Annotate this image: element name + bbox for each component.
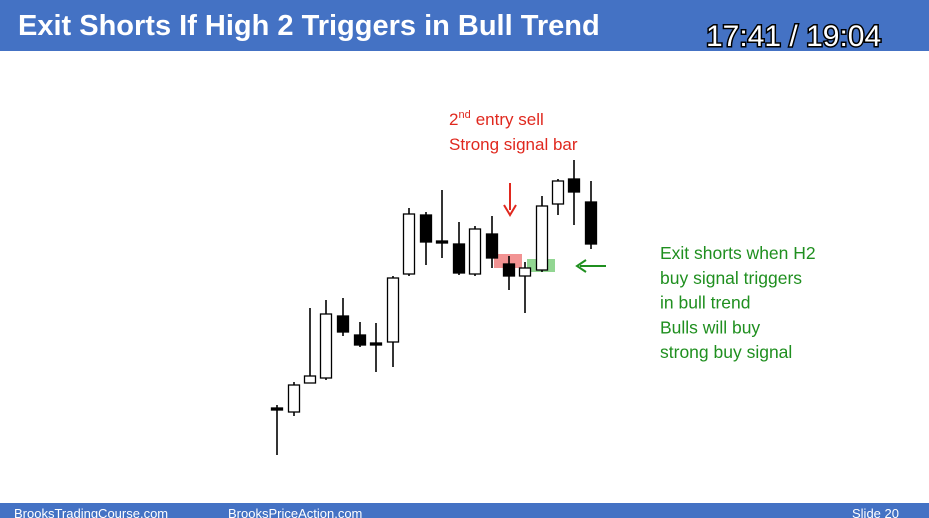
slide-number: Slide 20 — [852, 506, 899, 518]
footer-link: BrooksTradingCourse.com — [14, 506, 168, 518]
ordinal: 2 — [449, 110, 458, 129]
candle-body — [502, 263, 516, 277]
candle-body — [535, 205, 549, 271]
candle-body — [468, 228, 482, 275]
candle-body — [419, 214, 433, 243]
footer-bar — [0, 503, 929, 518]
sell-arrow — [503, 183, 517, 217]
ordinal-suffix: nd — [458, 109, 470, 121]
candle-body — [353, 334, 367, 346]
candlestick-chart — [270, 160, 598, 455]
buy-arrow — [575, 259, 606, 273]
slide-title: Exit Shorts If High 2 Triggers in Bull T… — [18, 10, 600, 42]
candle-body — [567, 178, 581, 193]
exit-note-line: in bull trend — [660, 293, 750, 313]
video-timer: 17:41 / 19:04 — [706, 20, 881, 53]
exit-note-line: Bulls will buy — [660, 317, 760, 337]
exit-note: Exit shorts when H2 buy signal triggers in… — [660, 243, 816, 362]
exit-note-line: strong buy signal — [660, 342, 792, 362]
sell-note-text: entry sell — [476, 110, 544, 129]
candle-body — [303, 375, 317, 384]
candle-body — [287, 384, 301, 413]
candle-body — [584, 201, 598, 245]
exit-note-line: Exit shorts when H2 — [660, 243, 816, 263]
candle-body — [402, 213, 416, 275]
sell-note-line: Strong signal bar — [449, 135, 578, 154]
candle-body — [319, 313, 333, 379]
candle-body — [551, 180, 565, 205]
candle-body — [435, 240, 449, 244]
footer-link: BrooksPriceAction.com — [228, 506, 362, 518]
candle-body — [485, 233, 499, 259]
exit-note-line: buy signal triggers — [660, 268, 802, 288]
sell-note-line: 2nd entry sell — [449, 109, 544, 129]
candle-body — [386, 277, 400, 343]
candle-body — [518, 267, 532, 277]
candle-body — [452, 243, 466, 274]
candle-body — [336, 315, 350, 333]
header-bar — [0, 0, 929, 51]
candle-body — [270, 407, 284, 411]
candle-body — [369, 342, 383, 346]
